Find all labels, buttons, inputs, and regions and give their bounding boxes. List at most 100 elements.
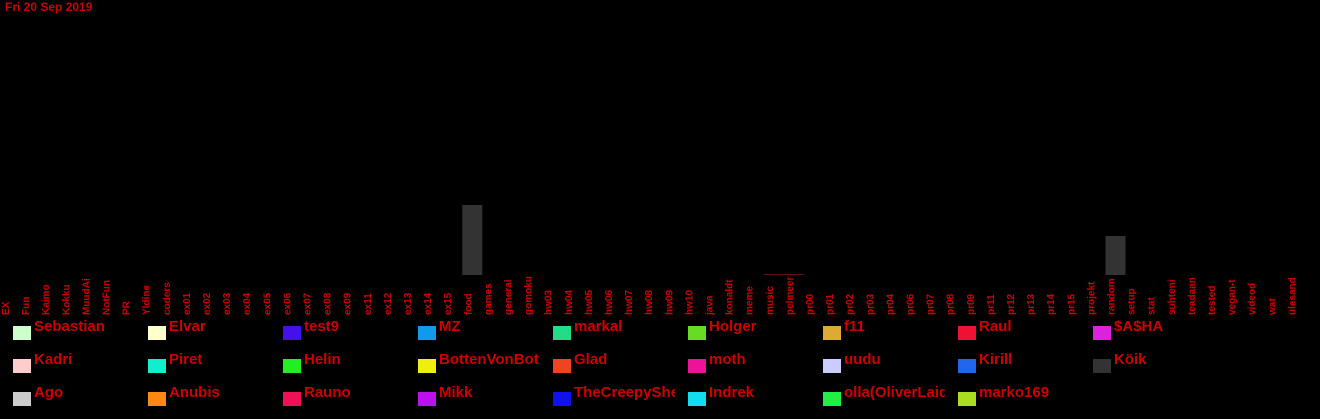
legend-item: marko169: [945, 382, 1080, 406]
legend-item: TheCreepySheep: [540, 382, 675, 406]
category-label: pr13: [1026, 293, 1037, 315]
category-label: ex06: [282, 292, 293, 315]
category-label: music: [765, 286, 776, 315]
legend-item: f11: [810, 316, 945, 340]
category-label: ex05: [262, 292, 273, 315]
legend-item: Helin: [270, 349, 405, 373]
legend-item: moth: [675, 349, 810, 373]
category-label: games: [483, 283, 494, 315]
category-label: random: [1107, 278, 1118, 315]
category-label: ex15: [443, 292, 454, 315]
legend-item: Kirill: [945, 349, 1080, 373]
legend-swatch: [958, 392, 976, 406]
category-label: ex08: [323, 292, 334, 315]
category-label: ex01: [182, 292, 193, 315]
legend-item: $A$HA: [1080, 316, 1215, 340]
legend-label: Kadri: [34, 351, 73, 368]
legend: Sebastian Elvar test9 MZ markal Holger f11 Raul…: [0, 316, 1320, 419]
legend-label: Anubis: [169, 384, 220, 401]
legend-swatch: [148, 392, 166, 406]
legend-item: test9: [270, 316, 405, 340]
legend-item: olla(OliverLaidla): [810, 382, 945, 406]
legend-label: Helin: [304, 351, 341, 368]
legend-swatch: [553, 359, 571, 373]
legend-swatch: [283, 359, 301, 373]
legend-item: Raul: [945, 316, 1080, 340]
category-label: teadaan: [1187, 277, 1198, 315]
legend-item: Holger: [675, 316, 810, 340]
legend-swatch: [418, 392, 436, 406]
legend-swatch: [1093, 359, 1111, 373]
legend-swatch: [283, 392, 301, 406]
category-label: general: [504, 279, 515, 315]
legend-label: f11: [844, 318, 865, 335]
legend-label: moth: [709, 351, 746, 368]
category-label: ex09: [343, 292, 354, 315]
legend-swatch: [823, 359, 841, 373]
legend-swatch: [688, 326, 706, 340]
legend-label: olla(OliverLaidla): [844, 384, 945, 401]
category-label: ex12: [383, 292, 394, 315]
category-label: hw06: [604, 290, 615, 315]
category-label: hw03: [544, 290, 555, 315]
category-label: Fun: [21, 297, 32, 315]
legend-item: Sebastian: [0, 316, 135, 340]
category-label: hw05: [584, 290, 595, 315]
legend-item: BottenVonBot: [405, 349, 540, 373]
category-label: hw09: [664, 290, 675, 315]
category-label: java: [705, 295, 716, 316]
category-label: pr01: [825, 293, 836, 315]
legend-label: test9: [304, 318, 340, 335]
category-label: pr06: [906, 293, 917, 315]
legend-label: Rauno: [304, 384, 351, 401]
legend-label: MZ: [439, 318, 461, 335]
category-label: suhteni: [1167, 279, 1178, 315]
category-label: konaldt: [725, 279, 736, 315]
category-label: pr08: [946, 293, 957, 315]
category-label: ex02: [202, 292, 213, 315]
legend-swatch: [553, 326, 571, 340]
category-label: pr02: [845, 293, 856, 315]
category-label: PR: [122, 300, 133, 315]
legend-label: Elvar: [169, 318, 206, 335]
category-label: pr09: [966, 293, 977, 315]
legend-swatch: [688, 359, 706, 373]
category-label: EX: [1, 301, 12, 315]
bar-pelmeer: [783, 274, 804, 275]
category-label: gomoku: [524, 276, 535, 315]
category-label: vegan-t: [1227, 279, 1238, 315]
legend-label: Mikk: [439, 384, 473, 401]
date-label: Fri 20 Sep 2019: [5, 0, 93, 14]
category-label: coders: [162, 282, 173, 315]
legend-item: Köik: [1080, 349, 1215, 373]
legend-swatch: [823, 392, 841, 406]
legend-item: uudu: [810, 349, 945, 373]
category-label: hw07: [624, 290, 635, 315]
category-label: stat: [1147, 297, 1158, 315]
category-label: pr04: [885, 293, 896, 315]
legend-swatch: [1093, 326, 1111, 340]
legend-swatch: [418, 359, 436, 373]
legend-label: Sebastian: [34, 318, 105, 335]
legend-label: uudu: [844, 351, 881, 368]
category-label: Kokku: [61, 284, 72, 315]
category-label: ex03: [222, 292, 233, 315]
legend-item: Ago: [0, 382, 135, 406]
category-label: pr07: [926, 293, 937, 315]
legend-label: Indrek: [709, 384, 755, 401]
category-label: ex07: [303, 292, 314, 315]
category-label: pr12: [1006, 293, 1017, 315]
category-label: wat: [1267, 298, 1278, 316]
bars-group: [462, 205, 1126, 275]
bar-chart: EX Fun Kaimo Kokku MuudAi NotFun PR Yldine coder…: [1, 205, 1298, 316]
legend-item: markal: [540, 316, 675, 340]
category-label: pr14: [1046, 293, 1057, 315]
category-label: ülesand: [1287, 277, 1298, 315]
legend-swatch: [553, 392, 571, 406]
legend-swatch: [148, 326, 166, 340]
legend-label: BottenVonBot: [439, 351, 539, 368]
category-labels-group: EX Fun Kaimo Kokku MuudAi NotFun PR Yldine coder…: [1, 276, 1298, 316]
legend-swatch: [688, 392, 706, 406]
category-label: pr15: [1066, 293, 1077, 315]
category-label: hw10: [684, 290, 695, 315]
